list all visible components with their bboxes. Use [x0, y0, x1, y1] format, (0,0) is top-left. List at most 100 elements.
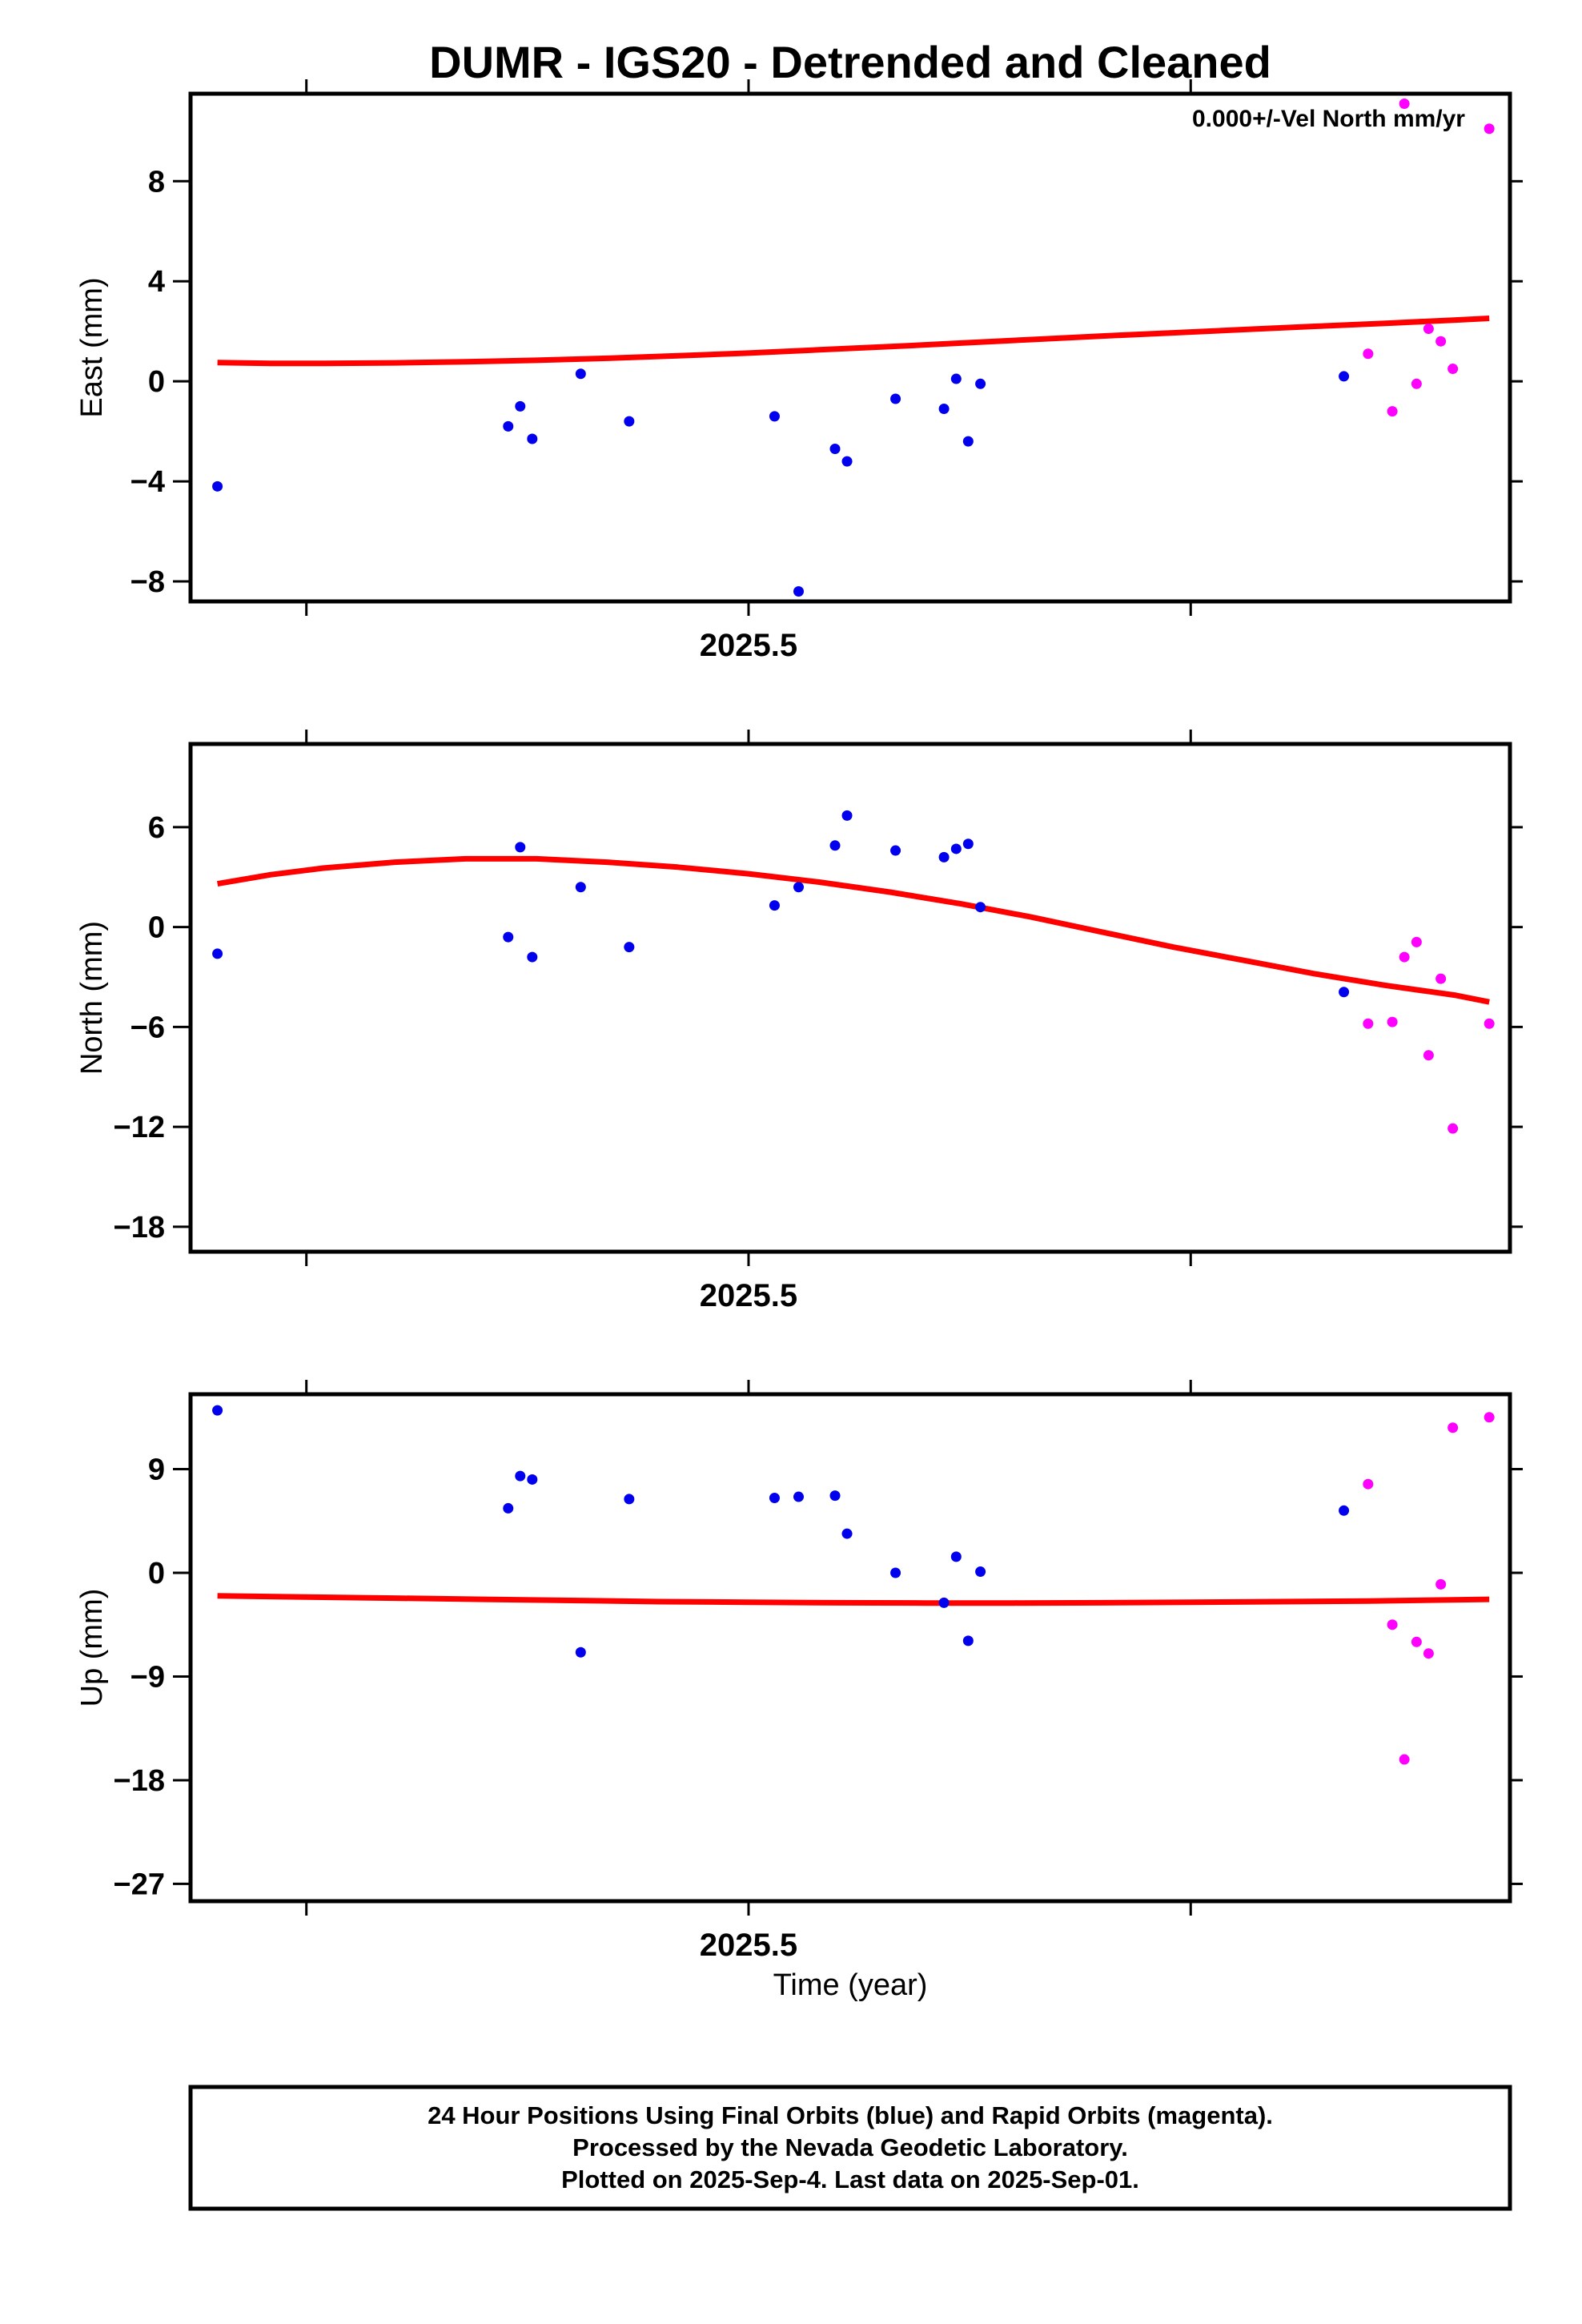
up-model-fit-line	[217, 1593, 1490, 1606]
up-rapid-orbit-point	[1411, 1636, 1422, 1647]
east-rapid-orbit-point	[1399, 98, 1410, 109]
east-panel-frame	[188, 91, 1512, 604]
east-y-tick-label: −4	[130, 465, 165, 499]
up-panel-frame	[188, 1392, 1512, 1904]
up-y-axis-label: Up (mm)	[75, 1589, 109, 1707]
east-final-orbit-point	[769, 411, 780, 422]
velocity-annotation: 0.000+/-Vel North mm/yr	[1192, 106, 1465, 132]
north-final-orbit-point	[515, 842, 526, 853]
east-rapid-orbit-point	[1411, 378, 1422, 389]
footer-line-2: Processed by the Nevada Geodetic Laborat…	[572, 2133, 1128, 2161]
east-final-orbit-point	[515, 400, 526, 412]
up-final-orbit-point	[829, 1490, 841, 1502]
north-final-orbit-point	[938, 851, 950, 862]
north-panel-frame	[188, 742, 1512, 1254]
panel-up: −27 −18 −9 0 9 2025.5 Up (mm)	[75, 1380, 1523, 1963]
east-rapid-orbit-point	[1484, 123, 1495, 135]
up-y-tick-label: 9	[148, 1454, 165, 1487]
north-rapid-orbit-point	[1435, 973, 1447, 984]
north-final-orbit-point	[829, 840, 841, 851]
east-y-tick-label: −8	[130, 565, 165, 599]
north-rapid-orbit-point	[1484, 1018, 1495, 1029]
east-y-axis-label: East (mm)	[75, 277, 109, 417]
east-final-orbit-point	[938, 404, 950, 415]
north-x-tick-label: 2025.5	[700, 1278, 797, 1313]
north-final-orbit-point	[793, 882, 804, 893]
x-axis-label: Time (year)	[773, 1968, 928, 2002]
up-final-orbit-point	[769, 1492, 780, 1503]
east-final-orbit-point	[841, 456, 853, 467]
north-final-orbit-point	[841, 810, 853, 821]
north-final-orbit-point	[212, 948, 223, 959]
up-final-orbit-point	[890, 1567, 901, 1578]
up-final-orbit-point	[515, 1470, 526, 1482]
east-final-orbit-point	[890, 393, 901, 404]
east-final-orbit-point	[975, 378, 986, 389]
east-y-tick-label: 8	[148, 165, 165, 199]
panels-layer: −8 −4 0 4 8 2025.5 East (mm) 0.000+/-Vel North …	[75, 79, 1523, 1963]
north-y-tick-label: −12	[114, 1111, 165, 1144]
footer-line-3: Plotted on 2025-Sep-4. Last data on 2025…	[561, 2165, 1139, 2193]
north-rapid-orbit-point	[1411, 936, 1422, 947]
panel-east: −8 −4 0 4 8 2025.5 East (mm) 0.000+/-Vel North …	[75, 79, 1523, 663]
east-final-orbit-point	[624, 416, 635, 427]
up-y-tick-label: −9	[130, 1660, 165, 1694]
up-final-orbit-point	[624, 1494, 635, 1505]
north-rapid-orbit-point	[1387, 1016, 1398, 1027]
east-final-orbit-point	[962, 436, 974, 447]
north-final-orbit-point	[890, 845, 901, 856]
east-rapid-orbit-point	[1423, 324, 1434, 335]
north-y-tick-label: −18	[114, 1211, 165, 1244]
north-final-orbit-point	[950, 843, 962, 854]
up-final-orbit-point	[975, 1566, 986, 1578]
north-rapid-orbit-point	[1363, 1018, 1374, 1029]
north-final-orbit-point	[975, 902, 986, 913]
up-rapid-orbit-point	[1363, 1478, 1374, 1490]
up-final-orbit-point	[950, 1551, 962, 1562]
up-rapid-orbit-point	[1399, 1754, 1410, 1765]
north-final-orbit-point	[962, 838, 974, 850]
east-x-tick-label: 2025.5	[700, 628, 797, 663]
east-rapid-orbit-point	[1363, 348, 1374, 360]
up-final-orbit-point	[212, 1405, 223, 1416]
east-rapid-orbit-point	[1435, 336, 1447, 347]
up-final-orbit-point	[793, 1491, 804, 1502]
east-model-fit-line	[217, 316, 1490, 367]
north-y-axis-label: North (mm)	[75, 921, 109, 1075]
east-rapid-orbit-point	[1447, 364, 1459, 375]
up-final-orbit-point	[503, 1502, 514, 1514]
north-final-orbit-point	[527, 951, 538, 963]
up-y-tick-label: 0	[148, 1557, 165, 1590]
north-rapid-orbit-point	[1447, 1123, 1459, 1134]
east-rapid-orbit-point	[1387, 406, 1398, 417]
up-final-orbit-point	[527, 1474, 538, 1485]
east-final-orbit-point	[527, 433, 538, 444]
east-y-tick-label: 4	[148, 265, 165, 299]
east-final-orbit-point	[212, 480, 223, 492]
up-rapid-orbit-point	[1484, 1412, 1495, 1423]
north-final-orbit-point	[624, 942, 635, 953]
north-final-orbit-point	[769, 900, 780, 911]
north-y-tick-label: 0	[148, 911, 165, 945]
up-final-orbit-point	[962, 1635, 974, 1647]
north-final-orbit-point	[575, 882, 586, 893]
up-rapid-orbit-point	[1423, 1648, 1434, 1659]
east-final-orbit-point	[1339, 371, 1350, 382]
east-final-orbit-point	[950, 373, 962, 384]
up-rapid-orbit-point	[1387, 1619, 1398, 1630]
east-final-orbit-point	[793, 586, 804, 597]
up-final-orbit-point	[1339, 1505, 1350, 1516]
up-rapid-orbit-point	[1447, 1422, 1459, 1433]
up-final-orbit-point	[841, 1528, 853, 1539]
east-y-tick-label: 0	[148, 365, 165, 399]
north-y-tick-label: 6	[148, 811, 165, 845]
up-final-orbit-point	[575, 1647, 586, 1658]
up-y-tick-label: −27	[114, 1868, 165, 1901]
east-final-orbit-point	[503, 420, 514, 432]
east-final-orbit-point	[575, 368, 586, 380]
north-final-orbit-point	[1339, 987, 1350, 998]
north-rapid-orbit-point	[1399, 951, 1410, 963]
north-model-fit-line	[217, 855, 1490, 1005]
east-final-orbit-point	[829, 443, 841, 454]
